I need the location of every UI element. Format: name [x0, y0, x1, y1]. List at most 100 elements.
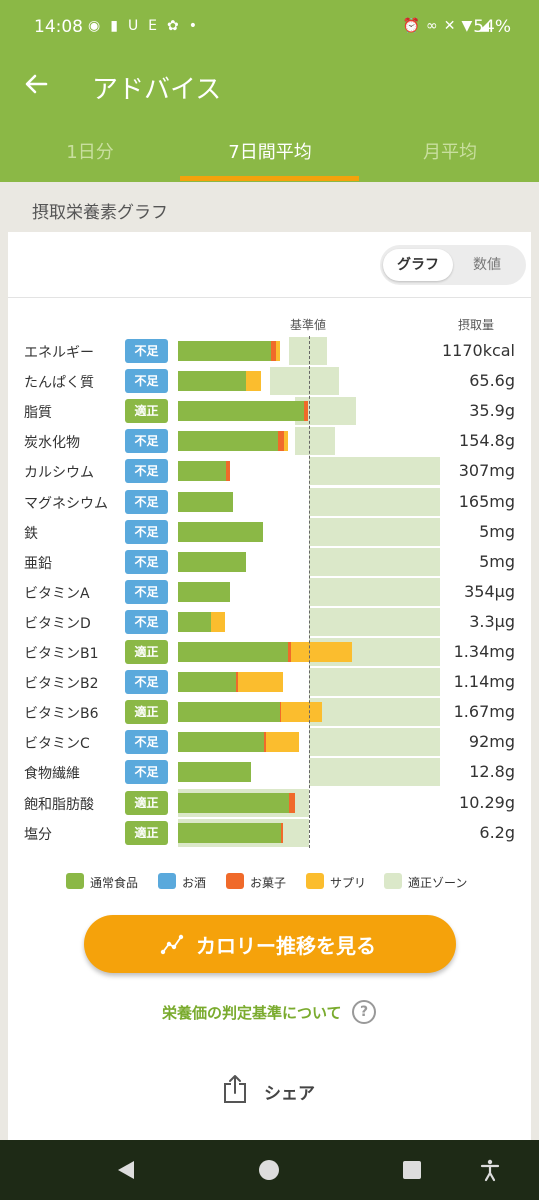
notification-ue-text: UE [127, 18, 168, 34]
standard-header: 基準値 [290, 318, 327, 332]
help-icon[interactable]: ? [352, 1000, 376, 1024]
nutrient-label: ビタミンC [24, 736, 90, 753]
status-badge: 不足 [125, 549, 168, 574]
trend-chart-icon [160, 934, 184, 955]
nutrient-row: エネルギー 不足 1170kcal [0, 336, 539, 366]
legend-label: お菓子 [250, 876, 287, 890]
nutrient-row: 食物繊維 不足 12.8g [0, 757, 539, 787]
status-badge: 不足 [125, 760, 168, 785]
numeric-toggle-button[interactable]: 数値 [473, 257, 501, 273]
legend-label: サプリ [330, 876, 367, 890]
nutrient-label: ビタミンD [24, 615, 91, 632]
nutrient-label: マグネシウム [24, 495, 108, 512]
system-icons: ⏰∞✕▼◢ [403, 18, 495, 34]
nutrient-label: ビタミンA [24, 585, 90, 602]
bar-segment [178, 642, 289, 662]
graph-toggle-button[interactable]: グラフ [383, 249, 453, 281]
criteria-link[interactable]: 栄養価の判定基準について [162, 1004, 342, 1022]
tab-indicator [180, 176, 359, 181]
nutrient-label: 脂質 [24, 405, 52, 422]
divider [8, 297, 531, 298]
status-badge: 適正 [125, 820, 168, 845]
intake-value: 3.3μg [469, 611, 515, 631]
status-badge: 不足 [125, 579, 168, 604]
bar-segment [178, 581, 231, 602]
bar-segment [178, 672, 236, 693]
nav-recents-icon[interactable] [400, 1158, 424, 1182]
bar-segment [284, 431, 289, 452]
arrow-left-icon[interactable] [20, 68, 52, 100]
status-badge: 適正 [125, 640, 168, 664]
status-badge: 不足 [125, 670, 168, 695]
bar-segment [178, 521, 264, 542]
view-toggle: グラフ 数値 [380, 245, 526, 285]
status-badge: 不足 [125, 730, 168, 755]
share-icon [224, 1075, 246, 1103]
status-badge: 不足 [125, 519, 168, 544]
status-badge: 不足 [125, 429, 168, 454]
optimal-zone [294, 427, 336, 456]
bar-segment [178, 371, 247, 392]
nutrient-row: 塩分 適正 6.2g [0, 818, 539, 848]
share-button[interactable]: シェア [222, 1074, 342, 1106]
legend-swatch [66, 873, 84, 889]
nutrient-row: ビタミンA 不足 354μg [0, 577, 539, 607]
status-badge: 適正 [125, 790, 168, 815]
nutrient-label: たんぱく質 [24, 375, 94, 392]
bar-segment [210, 611, 226, 632]
bar-segment [281, 702, 323, 723]
system-nav-bar [0, 1140, 539, 1200]
nutrient-row: ビタミンC 不足 92mg [0, 727, 539, 757]
nutrient-row: たんぱく質 不足 65.6g [0, 366, 539, 396]
notification-dot-icon: • [188, 18, 208, 34]
legend-label: 適正ゾーン [408, 876, 468, 890]
legend-swatch [306, 873, 324, 889]
notification-app-icon: ▮ [110, 18, 128, 34]
intake-header: 摂取量 [458, 318, 495, 332]
nutrient-label: カルシウム [24, 465, 94, 482]
nav-home-icon[interactable] [257, 1158, 281, 1182]
nutrient-label: 鉄 [24, 525, 38, 542]
bar-segment [271, 341, 277, 361]
nutrient-label: エネルギー [24, 345, 94, 361]
nutrient-row: 鉄 不足 5mg [0, 517, 539, 547]
tab-seven-day-average[interactable]: 7日間平均 [228, 142, 312, 163]
bar-segment [238, 672, 283, 693]
legend-swatch [226, 873, 244, 889]
status-badge: 不足 [125, 369, 168, 394]
intake-value: 5mg [479, 551, 515, 571]
optimal-zone [309, 457, 440, 486]
calorie-trend-button[interactable]: カロリー推移を見る [84, 915, 456, 973]
tab-one-day[interactable]: 1日分 [66, 142, 114, 163]
legend-swatch [158, 873, 176, 889]
nutrient-row: マグネシウム 不足 165mg [0, 487, 539, 517]
intake-value: 1.34mg [453, 642, 515, 661]
bar-segment [178, 702, 281, 723]
optimal-zone [309, 547, 440, 576]
intake-value: 154.8g [459, 431, 515, 451]
nutrient-label: 塩分 [24, 826, 52, 843]
accessibility-icon[interactable] [478, 1158, 502, 1182]
bar-segment [178, 431, 278, 452]
nutrient-row: 飽和脂肪酸 適正 10.29g [0, 788, 539, 818]
bar-segment [277, 431, 285, 452]
bar-segment [178, 792, 290, 813]
bar-segment [288, 642, 291, 662]
notification-icons: ◉▮UE✿• [88, 18, 207, 34]
legend-label: 通常食品 [90, 876, 139, 890]
optimal-zone [309, 698, 440, 727]
intake-value: 307mg [458, 461, 515, 481]
bar-segment [178, 461, 227, 482]
legend-label: お酒 [182, 876, 207, 890]
nutrient-row: ビタミンB6 適正 1.67mg [0, 697, 539, 727]
nav-back-icon[interactable] [114, 1158, 138, 1182]
optimal-zone [309, 577, 440, 606]
tab-monthly-average[interactable]: 月平均 [423, 142, 477, 163]
nutrient-label: 炭水化物 [24, 435, 80, 452]
section-title: 摂取栄養素グラフ [32, 203, 168, 223]
battery-level: 54% [473, 17, 511, 37]
signal-icon: ◢ [478, 18, 495, 34]
calorie-trend-label: カロリー推移を見る [196, 934, 376, 958]
nutrient-row: 脂質 適正 35.9g [0, 396, 539, 426]
game-controller-icon: ◉ [88, 18, 111, 34]
